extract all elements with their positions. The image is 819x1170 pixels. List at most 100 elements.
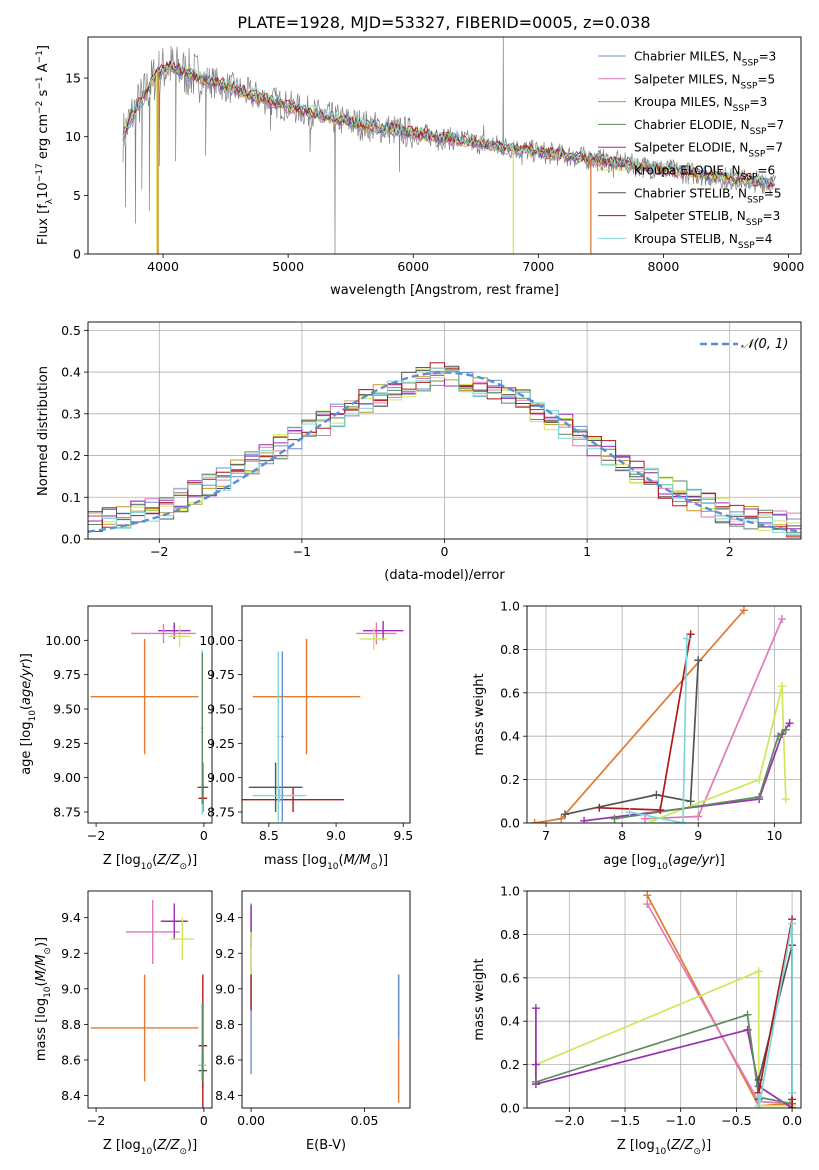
text-part: ( (668, 853, 673, 868)
weight-marker (774, 732, 783, 741)
text-part: 10 (656, 862, 668, 872)
weight-marker (643, 891, 652, 900)
weight-marker (531, 1060, 540, 1069)
axes-frame (87, 890, 213, 1109)
weight-series (643, 891, 794, 1108)
y-tick-label: 9.0 (215, 981, 235, 996)
weight-marker (561, 810, 570, 819)
residual-histogram (88, 367, 801, 536)
axes-mass-vs-Z: −2 08.48.68.89.09.29.4Z [log10(Z/Z⊙)]mass… (34, 890, 213, 1157)
error-bar-point (242, 787, 345, 813)
y-tick-label: 9.4 (61, 910, 81, 925)
text-part: Z [log (103, 853, 141, 868)
text-part: age/yr (19, 662, 34, 705)
weight-line (583, 722, 791, 822)
error-bar-point (131, 623, 196, 644)
text-part: )] (701, 1138, 711, 1153)
y-tick-label: 0.6 (500, 970, 520, 985)
error-bar-point (356, 622, 397, 645)
legend-label: Chabrier STELIB, NSSP=5 (634, 186, 782, 205)
y-tick-label: 0.8 (500, 927, 520, 942)
weight-marker (739, 606, 748, 615)
text-part: =7 (765, 141, 783, 155)
error-bar-point (201, 1003, 203, 1082)
weight-marker (743, 1010, 752, 1019)
y-tick-label: 0.0 (500, 1101, 520, 1116)
x-tick-label: 0.0 (782, 1113, 802, 1128)
weight-marker (788, 919, 797, 928)
x-tick-label: −2 (87, 1113, 105, 1128)
weight-marker (694, 812, 703, 821)
text-part: =3 (750, 95, 768, 109)
y-tick-label: 1.0 (500, 599, 520, 614)
text-part: ⊙ (179, 1147, 187, 1157)
text-part: s (36, 89, 51, 100)
error-bar-point (362, 621, 404, 641)
weight-marker (682, 634, 691, 643)
y-tick-label: 8.6 (61, 1052, 81, 1067)
text-part: 10 (28, 710, 38, 722)
normal-curve (88, 371, 801, 533)
error-bar-point (280, 651, 284, 822)
y-tick-label: 0.2 (61, 448, 81, 463)
text-part: A (36, 63, 51, 76)
weight-marker (754, 967, 763, 976)
weight-marker (652, 790, 661, 799)
weight-marker (754, 1093, 763, 1102)
weight-marker (777, 615, 786, 624)
weight-marker (788, 1088, 797, 1097)
text-part: SSP (741, 173, 758, 183)
y-tick-label: 9.4 (215, 910, 235, 925)
y-tick-label: 8.8 (61, 1017, 81, 1032)
x-tick-label: 10 (766, 828, 782, 843)
y-tick-label: 0.4 (61, 365, 81, 380)
error-bar-point (160, 903, 188, 940)
error-bar-point (248, 762, 303, 813)
text-part: ⊙ (693, 1147, 701, 1157)
x-tick-label: 0 (200, 828, 208, 843)
text-part: SSP (733, 104, 750, 114)
text-part: Chabrier ELODIE, N (634, 118, 750, 132)
text-part: λ (45, 198, 55, 204)
y-tick-label: 0.0 (61, 532, 81, 547)
x-tick-label: 7 (542, 828, 550, 843)
text-part: M/M (34, 955, 49, 982)
x-tick-label: −2 (87, 828, 105, 843)
error-bar-point (170, 917, 195, 961)
x-tick-label: 4000 (147, 259, 179, 274)
plot-area-age-vs-mass (242, 621, 404, 822)
y-tick-label: 0.4 (500, 729, 520, 744)
legend-label: 𝒩(0, 1) (741, 337, 788, 352)
error-bar-point (125, 899, 180, 964)
weight-marker (610, 814, 619, 823)
weight-line (534, 609, 745, 823)
text-part: Z/Z (670, 1138, 694, 1153)
legend-label: Kroupa MILES, NSSP=3 (634, 95, 767, 114)
y-tick-label: 5 (73, 188, 81, 203)
text-part: =7 (766, 118, 784, 132)
text-part: =6 (757, 164, 775, 178)
weight-marker (754, 1104, 763, 1108)
x-axis-label: Z [log10(Z/Z⊙)] (103, 1138, 197, 1157)
y-tick-label: 9.25 (53, 736, 81, 751)
text-part: SSP (746, 218, 763, 228)
legend-label: Salpeter ELODIE, NSSP=7 (634, 141, 783, 160)
text-part: =5 (757, 72, 775, 86)
text-part: )] (187, 1138, 197, 1153)
weight-marker (656, 805, 665, 814)
x-tick-label: 1 (583, 544, 591, 559)
axes-frame (87, 605, 213, 824)
legend-label: Salpeter STELIB, NSSP=3 (634, 209, 780, 228)
y-tick-label: 8.4 (61, 1088, 81, 1103)
x-axis-label: mass [log10(M/M⊙)] (264, 853, 388, 872)
text-part: mass [log (264, 853, 327, 868)
weight-line (757, 923, 793, 1108)
weight-series (561, 656, 703, 819)
text-part: 10 (141, 1147, 153, 1157)
weight-marker (788, 1104, 797, 1108)
x-tick-label: 7000 (522, 259, 554, 274)
y-tick-label: 8.6 (215, 1052, 235, 1067)
